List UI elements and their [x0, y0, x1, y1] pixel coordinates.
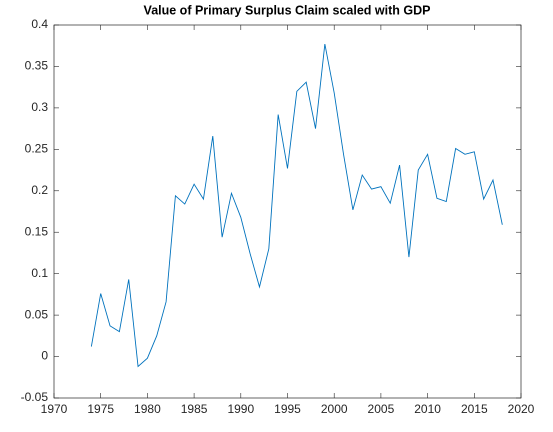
y-tick-label: 0	[41, 349, 48, 363]
y-tick-label: 0.3	[31, 100, 48, 114]
x-tick-label: 2010	[414, 402, 441, 416]
x-tick-label: 1980	[134, 402, 161, 416]
data-line	[90, 43, 503, 368]
x-tick-label: 2005	[368, 402, 395, 416]
x-tick-label: 2000	[321, 402, 348, 416]
y-tick-label: 0.25	[25, 142, 49, 156]
y-tick-label: -0.05	[21, 390, 49, 404]
y-tick-label: 0.4	[31, 17, 48, 31]
x-tick-label: 2020	[508, 402, 535, 416]
y-tick-label: 0.2	[31, 183, 48, 197]
x-tick-label: 2015	[461, 402, 488, 416]
chart-title: Value of Primary Surplus Claim scaled wi…	[144, 3, 431, 17]
x-tick-label: 1970	[41, 402, 68, 416]
x-tick-label: 1990	[227, 402, 254, 416]
x-tick-label: 1995	[274, 402, 301, 416]
y-tick-label: 0.15	[25, 224, 49, 238]
x-tick-label: 1985	[181, 402, 208, 416]
y-tick-label: 0.35	[25, 59, 49, 73]
y-tick-label: 0.1	[31, 266, 48, 280]
x-tick-label: 1975	[87, 402, 114, 416]
y-tick-label: 0.05	[25, 307, 49, 321]
